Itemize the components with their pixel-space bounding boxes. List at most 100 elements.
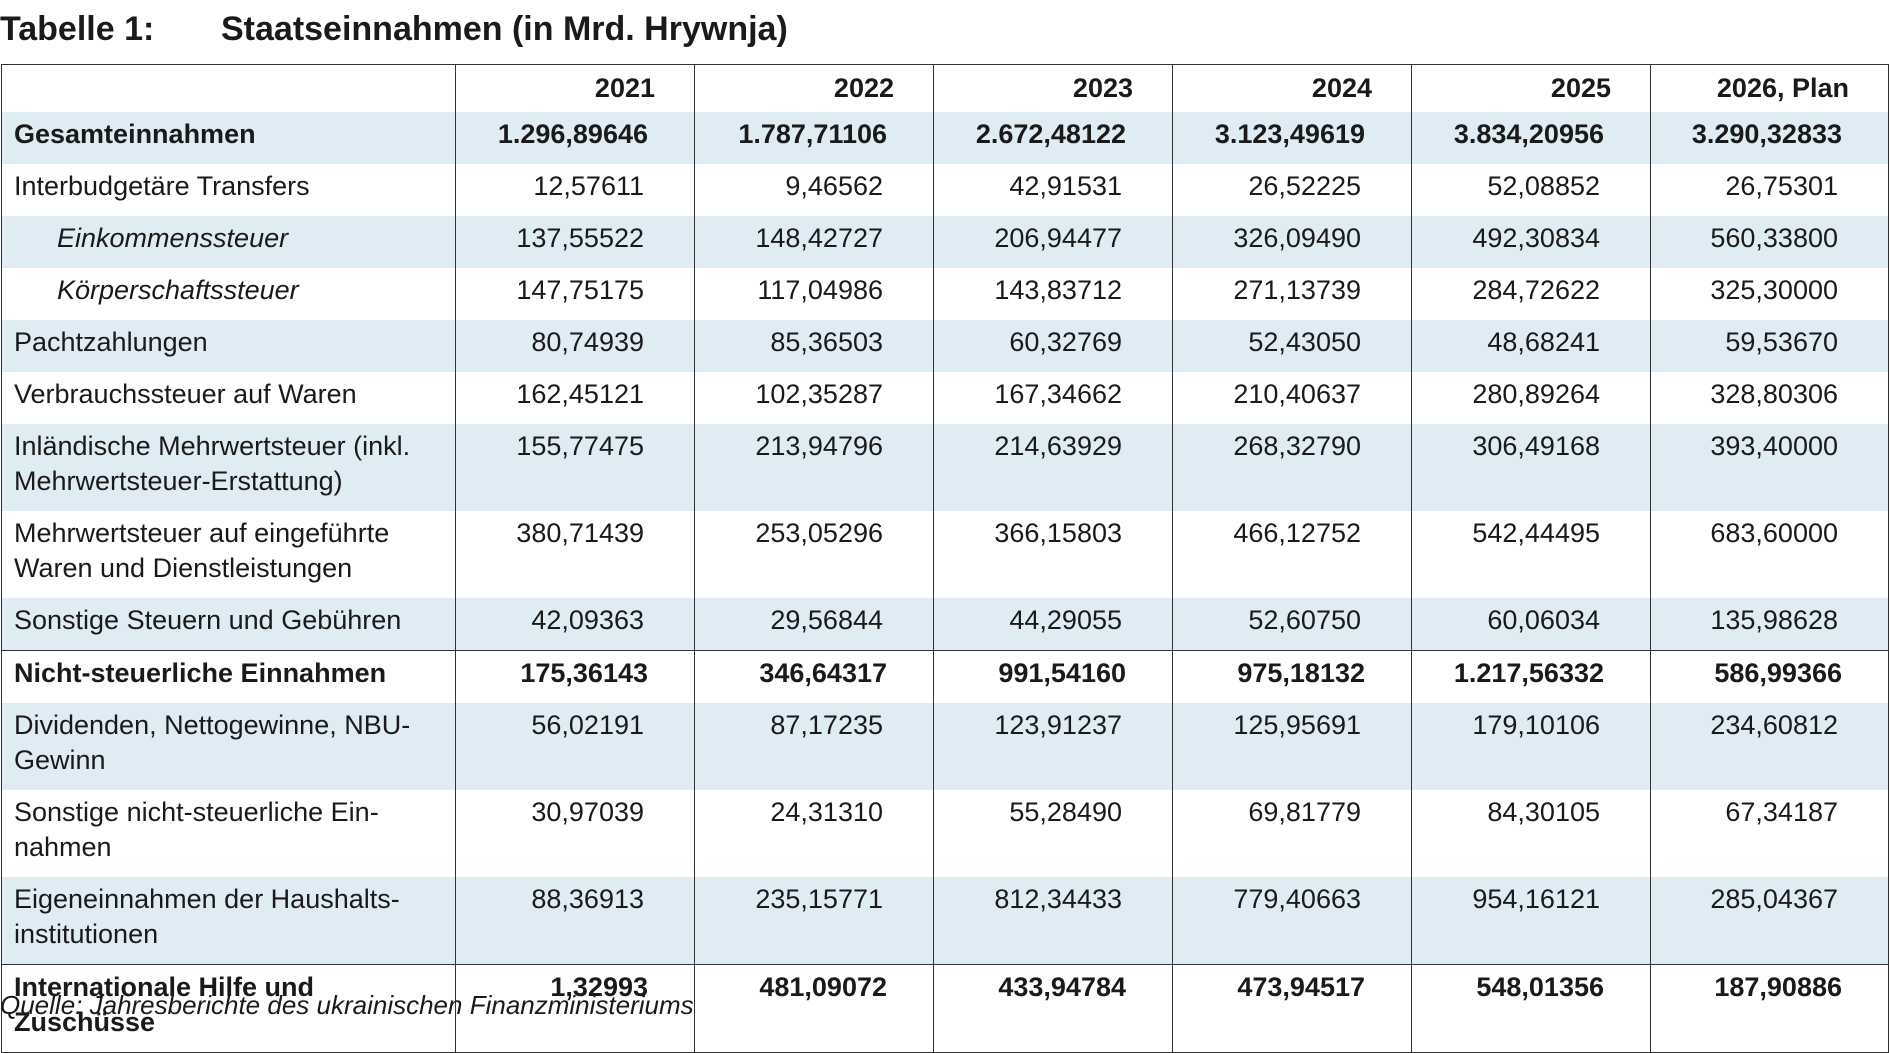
cell-value: 148,42727 xyxy=(694,216,934,268)
cell-value: 253,05296 xyxy=(694,511,934,598)
cell-value: 167,34662 xyxy=(933,372,1173,424)
cell-value: 137,55522 xyxy=(455,216,695,268)
header-cell-2024: 2024 xyxy=(1172,64,1412,112)
cell-value: 306,49168 xyxy=(1411,424,1651,511)
cell-value: 280,89264 xyxy=(1411,372,1651,424)
cell-value: 268,32790 xyxy=(1172,424,1412,511)
row-label: Sonstige Steuern und Gebühren xyxy=(1,598,456,651)
cell-value: 162,45121 xyxy=(455,372,695,424)
cell-value: 210,40637 xyxy=(1172,372,1412,424)
cell-value: 30,97039 xyxy=(455,790,695,877)
table-row: Mehrwertsteuer auf eingeführte Waren und… xyxy=(1,511,1889,598)
row-label: Körperschaftssteuer xyxy=(1,268,456,320)
header-cell-label xyxy=(1,64,456,112)
cell-value: 481,09072 xyxy=(694,964,934,1053)
cell-value: 88,36913 xyxy=(455,877,695,965)
cell-value: 147,75175 xyxy=(455,268,695,320)
cell-value: 24,31310 xyxy=(694,790,934,877)
row-label: Gesamteinnahmen xyxy=(1,112,456,164)
table-row: Inländische Mehrwertsteuer (inkl. Mehrwe… xyxy=(1,424,1889,511)
cell-value: 42,09363 xyxy=(455,598,695,651)
cell-value: 143,83712 xyxy=(933,268,1173,320)
cell-value: 67,34187 xyxy=(1650,790,1889,877)
cell-value: 271,13739 xyxy=(1172,268,1412,320)
cell-value: 954,16121 xyxy=(1411,877,1651,965)
table-row: Verbrauchssteuer auf Waren 162,45121 102… xyxy=(1,372,1889,424)
cell-value: 393,40000 xyxy=(1650,424,1889,511)
cell-value: 59,53670 xyxy=(1650,320,1889,372)
header-cell-2023: 2023 xyxy=(933,64,1173,112)
cell-value: 326,09490 xyxy=(1172,216,1412,268)
cell-value: 85,36503 xyxy=(694,320,934,372)
cell-value: 234,60812 xyxy=(1650,703,1889,790)
table-number: Tabelle 1: xyxy=(0,10,155,48)
header-row: 2021 2022 2023 2024 2025 2026, Plan xyxy=(1,64,1889,112)
cell-value: 60,32769 xyxy=(933,320,1173,372)
table-row: Dividenden, Nettogewinne, NBU-Gewinn 56,… xyxy=(1,703,1889,790)
row-label: Interbudgetäre Transfers xyxy=(1,164,456,216)
table-row: Nicht-steuerliche Einnahmen 175,36143 34… xyxy=(1,650,1889,703)
cell-value: 586,99366 xyxy=(1650,650,1889,703)
cell-value: 55,28490 xyxy=(933,790,1173,877)
row-label: Inländische Mehrwertsteuer (inkl. Mehrwe… xyxy=(1,424,456,511)
table-row: Sonstige nicht-steuerliche Ein-nahmen 30… xyxy=(1,790,1889,877)
cell-value: 346,64317 xyxy=(694,650,934,703)
cell-value: 433,94784 xyxy=(933,964,1173,1053)
row-label: Eigeneinnahmen der Haushalts-institution… xyxy=(1,877,456,965)
table-row: Einkommenssteuer 137,55522 148,42727 206… xyxy=(1,216,1889,268)
cell-value: 975,18132 xyxy=(1172,650,1412,703)
cell-value: 60,06034 xyxy=(1411,598,1651,651)
cell-value: 473,94517 xyxy=(1172,964,1412,1053)
table-row: Interbudgetäre Transfers 12,57611 9,4656… xyxy=(1,164,1889,216)
cell-value: 991,54160 xyxy=(933,650,1173,703)
cell-value: 560,33800 xyxy=(1650,216,1889,268)
cell-value: 84,30105 xyxy=(1411,790,1651,877)
cell-value: 175,36143 xyxy=(455,650,695,703)
cell-value: 3.123,49619 xyxy=(1172,112,1412,164)
cell-value: 9,46562 xyxy=(694,164,934,216)
table-row: Gesamteinnahmen 1.296,89646 1.787,71106 … xyxy=(1,112,1889,164)
cell-value: 466,12752 xyxy=(1172,511,1412,598)
cell-value: 187,90886 xyxy=(1650,964,1889,1053)
row-label: Sonstige nicht-steuerliche Ein-nahmen xyxy=(1,790,456,877)
cell-value: 44,29055 xyxy=(933,598,1173,651)
cell-value: 69,81779 xyxy=(1172,790,1412,877)
cell-value: 1.217,56332 xyxy=(1411,650,1651,703)
cell-value: 102,35287 xyxy=(694,372,934,424)
cell-value: 366,15803 xyxy=(933,511,1173,598)
cell-value: 779,40663 xyxy=(1172,877,1412,965)
row-label: Mehrwertsteuer auf eingeführte Waren und… xyxy=(1,511,456,598)
row-label: Nicht-steuerliche Einnahmen xyxy=(1,650,456,703)
cell-value: 214,63929 xyxy=(933,424,1173,511)
row-label: Verbrauchssteuer auf Waren xyxy=(1,372,456,424)
cell-value: 542,44495 xyxy=(1411,511,1651,598)
cell-value: 285,04367 xyxy=(1650,877,1889,965)
cell-value: 12,57611 xyxy=(455,164,695,216)
cell-value: 2.672,48122 xyxy=(933,112,1173,164)
cell-value: 812,34433 xyxy=(933,877,1173,965)
cell-value: 26,75301 xyxy=(1650,164,1889,216)
cell-value: 125,95691 xyxy=(1172,703,1412,790)
cell-value: 325,30000 xyxy=(1650,268,1889,320)
cell-value: 284,72622 xyxy=(1411,268,1651,320)
cell-value: 3.834,20956 xyxy=(1411,112,1651,164)
cell-value: 548,01356 xyxy=(1411,964,1651,1053)
cell-value: 179,10106 xyxy=(1411,703,1651,790)
cell-value: 380,71439 xyxy=(455,511,695,598)
cell-value: 87,17235 xyxy=(694,703,934,790)
table-row: Körperschaftssteuer 147,75175 117,04986 … xyxy=(1,268,1889,320)
cell-value: 235,15771 xyxy=(694,877,934,965)
cell-value: 26,52225 xyxy=(1172,164,1412,216)
row-label: Pachtzahlungen xyxy=(1,320,456,372)
header-cell-2026-plan: 2026, Plan xyxy=(1650,64,1889,112)
cell-value: 52,60750 xyxy=(1172,598,1412,651)
cell-value: 1.787,71106 xyxy=(694,112,934,164)
table-row: Pachtzahlungen 80,74939 85,36503 60,3276… xyxy=(1,320,1889,372)
cell-value: 29,56844 xyxy=(694,598,934,651)
cell-value: 52,43050 xyxy=(1172,320,1412,372)
cell-value: 213,94796 xyxy=(694,424,934,511)
header-cell-2021: 2021 xyxy=(455,64,695,112)
cell-value: 3.290,32833 xyxy=(1650,112,1889,164)
table-row: Sonstige Steuern und Gebühren 42,09363 2… xyxy=(1,598,1889,651)
cell-value: 56,02191 xyxy=(455,703,695,790)
